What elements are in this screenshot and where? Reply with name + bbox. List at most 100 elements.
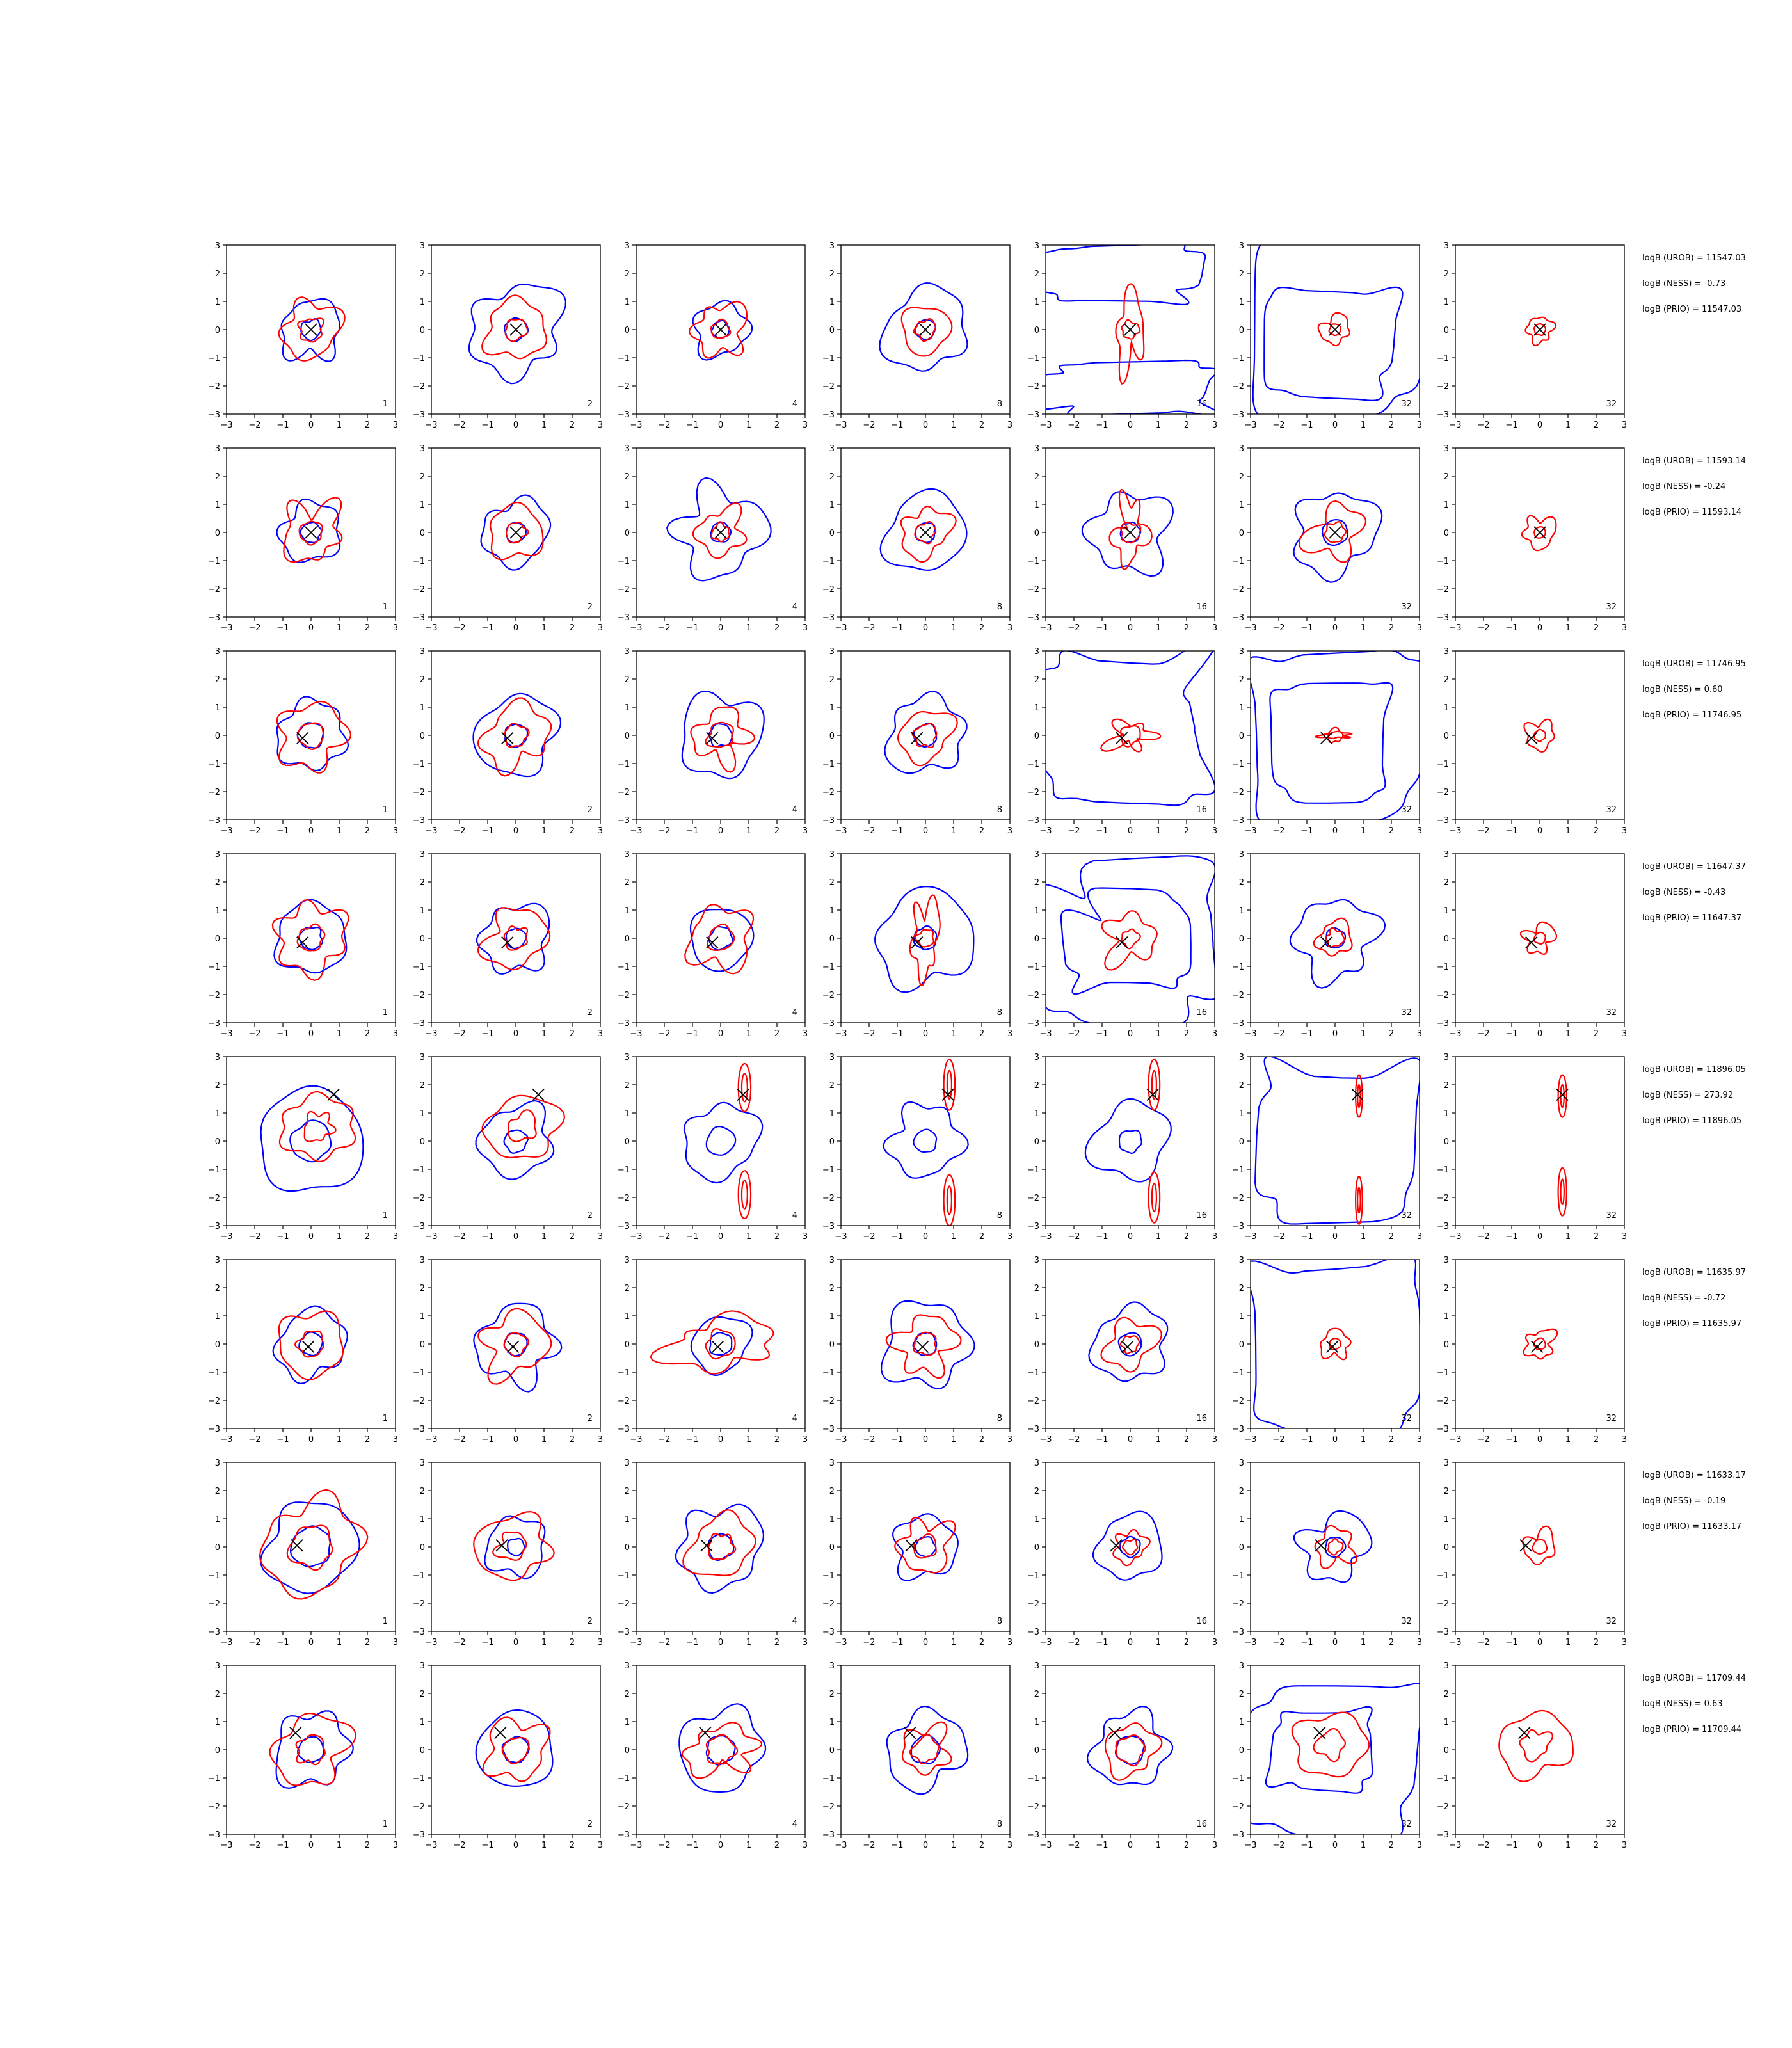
x-tick-label: −3 — [1449, 826, 1461, 836]
panel-corner-label: 2 — [588, 1617, 593, 1626]
y-tick-label: 2 — [1239, 675, 1244, 685]
y-tick-label: −1 — [1232, 1774, 1244, 1784]
red-contour — [1357, 1187, 1361, 1214]
x-tick-label: −3 — [1449, 1029, 1461, 1039]
x-tick-label: −2 — [658, 1232, 670, 1242]
x-tick-label: 2 — [1184, 420, 1189, 430]
red-contour — [946, 1069, 953, 1100]
y-tick-label: −2 — [208, 382, 220, 392]
red-contour — [1104, 1722, 1163, 1781]
subplot-r4-c5: −3−3 −2 −2 −1 −1 0 0 1 1 2 2 3 3 16 — [1027, 850, 1217, 1039]
x-tick-label: −1 — [1300, 1232, 1313, 1242]
x-tick-label: −3 — [425, 420, 437, 430]
x-tick-label: −3 — [1449, 1638, 1461, 1647]
x-tick-label: 3 — [1417, 1029, 1422, 1039]
x-tick-label: 3 — [598, 1638, 603, 1647]
blue-contour — [484, 1515, 546, 1580]
true-value-marker — [1518, 1726, 1531, 1740]
y-tick-label: −2 — [822, 788, 835, 797]
x-tick-label: −1 — [1300, 1638, 1313, 1647]
x-tick-label: 0 — [513, 826, 518, 836]
y-tick-label: 2 — [215, 269, 220, 279]
subplot-r5-c2: −3−3 −2 −2 −1 −1 0 0 1 1 2 2 3 3 2 — [413, 1053, 603, 1242]
x-tick-label: 1 — [541, 420, 547, 430]
red-contour — [1101, 910, 1158, 971]
plot-area — [684, 1062, 764, 1220]
x-tick-label: 0 — [308, 623, 314, 633]
x-tick-label: −1 — [891, 1638, 903, 1647]
x-tick-label: 1 — [951, 826, 956, 836]
x-tick-label: 0 — [308, 1435, 314, 1444]
x-tick-label: 1 — [337, 1232, 342, 1242]
x-tick-label: 2 — [979, 1029, 984, 1039]
red-contour — [1148, 1171, 1161, 1224]
y-tick-label: −3 — [1437, 1628, 1449, 1637]
y-tick-label: −1 — [1027, 1165, 1039, 1175]
y-tick-label: 1 — [1444, 906, 1449, 916]
x-tick-label: 2 — [365, 826, 370, 836]
y-tick-label: −3 — [208, 613, 220, 623]
y-tick-label: −3 — [822, 816, 835, 826]
y-tick-label: 2 — [1239, 269, 1244, 279]
true-value-marker — [1525, 936, 1538, 949]
x-tick-label: 0 — [1128, 623, 1133, 633]
x-tick-label: 0 — [308, 1638, 314, 1647]
y-tick-label: 1 — [1034, 1515, 1039, 1524]
panel-corner-label: 8 — [997, 1617, 1002, 1626]
x-tick-label: −3 — [1449, 420, 1461, 430]
blue-contour — [675, 1503, 765, 1594]
subplot-r4-c7: −3−3 −2 −2 −1 −1 0 0 1 1 2 2 3 3 32 — [1437, 850, 1627, 1039]
blue-contour — [1088, 1301, 1169, 1382]
true-value-marker — [1329, 323, 1341, 336]
y-tick-label: −1 — [1437, 1368, 1449, 1378]
panel-corner-label: 8 — [997, 1820, 1002, 1829]
blue-contour — [476, 902, 550, 975]
x-tick-label: −1 — [891, 1841, 903, 1850]
y-tick-label: 1 — [215, 906, 220, 916]
true-value-marker — [1116, 936, 1128, 949]
plot-area — [1254, 1057, 1420, 1225]
red-contour — [295, 1734, 326, 1766]
red-contour — [473, 1510, 555, 1581]
y-tick-label: 3 — [1239, 241, 1244, 251]
axes-frame — [1045, 650, 1215, 820]
y-tick-label: 3 — [215, 850, 220, 860]
y-tick-label: 0 — [1444, 1746, 1449, 1756]
subplot-r1-c3: −3−3 −2 −2 −1 −1 0 0 1 1 2 2 3 3 4 — [618, 241, 808, 430]
red-contour — [477, 697, 552, 777]
x-tick-label: −1 — [1505, 1029, 1517, 1039]
x-tick-label: −2 — [658, 1638, 670, 1647]
x-tick-label: −2 — [1068, 420, 1080, 430]
true-value-marker — [1146, 1088, 1159, 1101]
x-tick-label: 0 — [718, 420, 723, 430]
plot-area — [1251, 651, 1420, 820]
x-tick-label: 3 — [1622, 826, 1627, 836]
y-tick-label: −3 — [822, 1425, 835, 1434]
x-tick-label: 3 — [1622, 1638, 1627, 1647]
x-tick-label: −2 — [1272, 420, 1284, 430]
red-contour — [1298, 500, 1367, 563]
y-tick-label: 1 — [625, 1515, 630, 1524]
plot-area — [276, 696, 352, 774]
red-contour — [1327, 1538, 1344, 1556]
axes-frame — [840, 1056, 1011, 1226]
plot-area — [473, 1510, 555, 1581]
y-tick-label: 3 — [1034, 1053, 1039, 1062]
y-tick-label: 0 — [420, 1746, 425, 1756]
subplot-r3-c7: −3−3 −2 −2 −1 −1 0 0 1 1 2 2 3 3 32 — [1437, 647, 1627, 836]
plot-area — [883, 1059, 969, 1226]
x-tick-label: 2 — [570, 1638, 575, 1647]
panel-corner-label: 8 — [997, 1211, 1002, 1220]
subplot-r7-c3: −3−3 −2 −2 −1 −1 0 0 1 1 2 2 3 3 4 — [618, 1459, 808, 1647]
y-tick-label: −2 — [1232, 1802, 1244, 1812]
x-tick-label: 0 — [1332, 420, 1338, 430]
y-tick-label: 0 — [1034, 934, 1039, 944]
y-tick-label: 2 — [1444, 472, 1449, 482]
x-tick-label: −2 — [1477, 1435, 1489, 1444]
y-tick-label: −3 — [822, 1019, 835, 1028]
x-tick-label: 1 — [541, 826, 547, 836]
red-contour — [909, 1734, 940, 1765]
x-tick-label: 1 — [746, 623, 751, 633]
y-tick-label: 3 — [1034, 647, 1039, 657]
y-tick-label: −1 — [1437, 354, 1449, 364]
